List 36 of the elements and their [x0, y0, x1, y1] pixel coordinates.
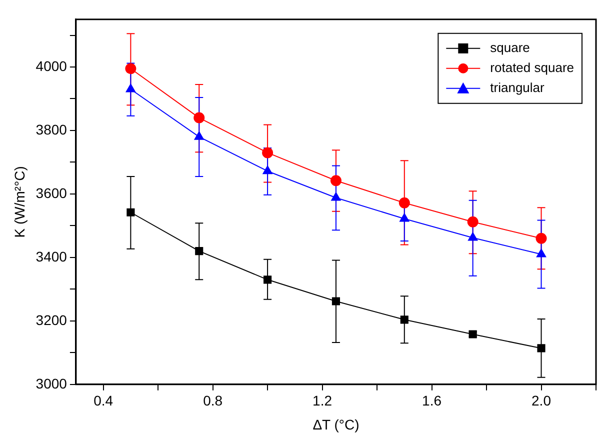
point [537, 344, 546, 352]
y-axis-title: K (W/m²°C) [11, 166, 28, 238]
y-tick-label: 4000 [36, 58, 68, 74]
y-tick-label: 3800 [36, 121, 68, 138]
point [400, 213, 410, 222]
point [195, 247, 204, 256]
point [536, 248, 546, 258]
x-tick-label: 2.0 [532, 392, 552, 409]
x-tick-label: 1.6 [422, 392, 442, 409]
point [125, 63, 136, 74]
point [536, 232, 547, 244]
point [126, 208, 135, 216]
point [332, 297, 340, 306]
point [398, 197, 410, 208]
legend-label: square [490, 40, 530, 55]
point [262, 147, 274, 158]
y-tick-label: 3400 [36, 248, 68, 264]
y-tick-label: 3600 [36, 184, 68, 201]
y-tick-label: 3000 [36, 375, 68, 392]
x-tick-label: 0.4 [94, 392, 114, 409]
point [400, 316, 408, 324]
point [331, 192, 341, 201]
point [194, 112, 205, 124]
point [194, 131, 204, 140]
point [330, 175, 342, 186]
legend-label: triangular [490, 80, 546, 95]
point [262, 166, 272, 174]
point [467, 216, 478, 228]
x-tick-label: 0.8 [203, 392, 223, 409]
point [468, 232, 478, 241]
point [126, 84, 136, 92]
x-axis-title: ΔT (°C) [312, 416, 360, 432]
legend-label: rotated square [490, 60, 574, 75]
point [264, 276, 272, 284]
x-tick-label: 1.2 [312, 392, 332, 409]
y-tick-label: 3200 [36, 312, 68, 328]
